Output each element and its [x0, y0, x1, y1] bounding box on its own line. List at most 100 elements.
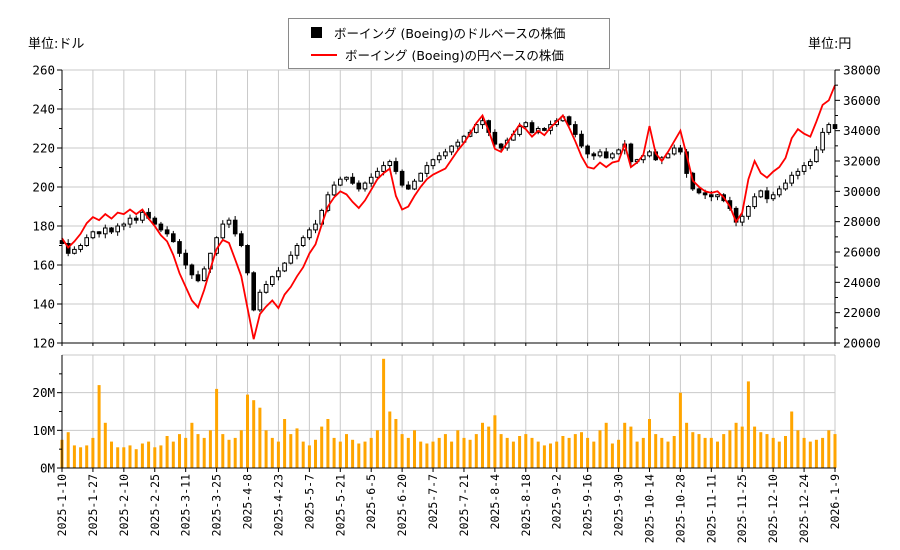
volume-bar: [623, 422, 627, 468]
candle-up: [90, 231, 96, 239]
volume-bar: [270, 437, 274, 468]
legend: ボーイング (Boeing)のドルベースの株価 ボーイング (Boeing)の円…: [288, 18, 610, 69]
volume-bar: [196, 434, 200, 468]
legend-row-usd: ボーイング (Boeing)のドルベースの株価: [289, 22, 609, 43]
candle-down: [133, 217, 139, 221]
candle-down: [709, 194, 714, 198]
jpy-line: [61, 84, 836, 340]
volume-bar: [79, 447, 83, 468]
candle-down: [492, 131, 498, 145]
x-tick-label: 2025-6-5: [364, 474, 378, 529]
volume-bar: [400, 434, 404, 468]
volume-bar: [338, 441, 342, 468]
volume-bar: [406, 437, 410, 468]
volume-bar: [215, 388, 219, 468]
volume-bar: [85, 445, 89, 468]
candle-down: [498, 143, 504, 149]
volume-bar: [72, 445, 76, 468]
volume-bar: [122, 447, 126, 468]
candle-down: [702, 192, 708, 196]
volume-bar: [753, 426, 757, 468]
volume-bar: [153, 447, 157, 468]
volume-bar: [190, 422, 194, 468]
right-axis-unit-label: 単位:円: [808, 37, 852, 52]
candle-up: [276, 270, 281, 278]
volume-bar: [542, 445, 546, 468]
svg-text:260: 260: [32, 63, 55, 78]
volume-bar: [493, 415, 497, 468]
svg-text:20M: 20M: [32, 385, 55, 400]
candle-down: [529, 122, 535, 133]
volume-bar: [697, 434, 701, 468]
volume-bar: [672, 436, 676, 468]
volume-bar: [555, 441, 559, 468]
volume-bar: [227, 439, 231, 469]
volume-bar: [184, 437, 188, 468]
volume-bar: [425, 443, 429, 468]
candle-down: [96, 231, 102, 235]
volume-bar: [147, 441, 151, 468]
candle-up: [814, 149, 819, 163]
candle-up: [375, 170, 380, 178]
candle-up: [418, 172, 423, 182]
candle-down: [109, 227, 114, 233]
volume-bar: [301, 441, 305, 468]
volume-bar: [431, 441, 435, 468]
volume-bar: [481, 422, 484, 468]
candle-down: [764, 190, 770, 200]
volume-bar: [103, 422, 107, 468]
volume-bar: [413, 430, 416, 468]
volume-bar: [814, 439, 818, 469]
x-tick-label: 2025-2-10: [117, 474, 131, 536]
candle-down: [573, 124, 578, 135]
candle-up: [436, 155, 442, 161]
volume-bar: [208, 430, 212, 468]
candle-up: [647, 151, 652, 157]
volume-bar: [685, 422, 689, 468]
candle-down: [152, 217, 158, 225]
candle-up: [387, 161, 393, 167]
candle-up: [826, 124, 832, 133]
usd-series-label: ボーイング (Boeing)のドルベースの株価: [334, 25, 566, 41]
candle-down: [245, 245, 250, 274]
volume-bar: [450, 441, 454, 468]
volume-bar: [740, 426, 744, 468]
volume-bar: [221, 434, 225, 468]
volume-bar: [326, 419, 330, 468]
usd-candle-marker-icon: [311, 26, 322, 38]
x-tick-label: 2025-8-4: [488, 474, 502, 529]
candle-down: [566, 116, 572, 126]
volume-bars: [60, 358, 837, 469]
volume-bar: [709, 437, 713, 468]
candle-up: [307, 229, 312, 239]
candle-down: [350, 176, 355, 184]
candle-down: [591, 153, 597, 157]
volume-bar: [549, 443, 552, 468]
volume-bar: [765, 434, 769, 468]
candle-up: [770, 194, 776, 200]
candle-up: [752, 196, 757, 208]
volume-bar: [246, 394, 249, 469]
volume-bar: [233, 437, 237, 468]
x-tick-label: 2025-3-11: [179, 474, 193, 536]
volume-bar: [252, 400, 256, 468]
candle-up: [455, 141, 461, 147]
jpy-line-marker-icon: [311, 53, 337, 56]
volume-bar: [332, 437, 336, 468]
volume-bar: [790, 411, 794, 468]
svg-text:26000: 26000: [843, 245, 881, 260]
volume-bar: [307, 445, 311, 468]
volume-bar: [289, 434, 293, 468]
candle-up: [777, 188, 782, 196]
x-tick-label: 2025-9-16: [581, 474, 595, 536]
candle-up: [671, 147, 677, 155]
volume-bar: [314, 439, 317, 469]
candle-up: [127, 217, 133, 225]
volume-bar: [264, 430, 268, 468]
candle-up: [313, 223, 318, 231]
volume-bar: [499, 434, 503, 468]
volume-bar: [456, 430, 460, 468]
candle-up: [430, 159, 436, 167]
candle-down: [171, 233, 176, 243]
